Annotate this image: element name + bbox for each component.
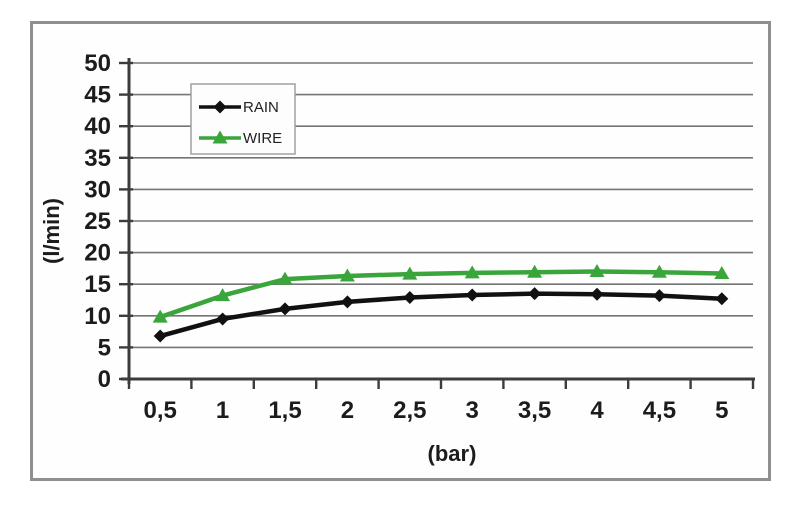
diamond-marker [715, 292, 729, 306]
diamond-marker [340, 295, 354, 309]
x-tick-label: 4 [590, 397, 604, 424]
x-tick-label: 1,5 [268, 397, 301, 424]
triangle-marker [714, 265, 730, 279]
y-tick-label: 50 [84, 50, 111, 77]
triangle-marker [589, 264, 605, 278]
triangle-marker [212, 130, 228, 144]
diamond-marker [652, 289, 666, 303]
triangle-marker [527, 264, 543, 278]
y-tick-label: 15 [84, 271, 111, 298]
y-tick-label: 40 [84, 113, 111, 140]
triangle-marker [152, 309, 168, 323]
x-axis-title: (bar) [428, 441, 477, 466]
series-wire [152, 264, 730, 323]
legend-label-wire: WIRE [243, 130, 282, 147]
x-tick-label: 1 [216, 397, 229, 424]
x-tick-label: 3 [466, 397, 479, 424]
x-tick-label: 4,5 [643, 397, 676, 424]
triangle-marker [339, 268, 355, 282]
y-tick-label: 25 [84, 208, 111, 235]
series-rain [153, 287, 729, 343]
triangle-marker [651, 264, 667, 278]
legend-sample-rain [199, 100, 241, 114]
chart-frame: 0 5 10 15 20 25 30 35 40 45 50 0,5 1 1,5 2 2,5 3 3,5 4 4,5 5… [30, 21, 771, 481]
chart-plot: 0 5 10 15 20 25 30 35 40 45 50 0,5 1 1,5 2 2,5 3 3,5 4 4,5 5… [39, 50, 755, 466]
diamond-marker [153, 329, 167, 343]
legend-sample-wire [199, 130, 241, 144]
diamond-marker [278, 302, 292, 316]
diamond-marker [590, 287, 604, 301]
series-layer [152, 264, 730, 343]
y-tick-label: 0 [98, 366, 111, 393]
y-tick-label: 45 [84, 82, 111, 109]
y-tick-label: 5 [98, 334, 111, 361]
triangle-marker [464, 265, 480, 279]
y-tick-label: 10 [84, 303, 111, 330]
y-axis-title: (l/min) [39, 198, 64, 264]
diamond-marker [528, 287, 542, 301]
triangle-marker [215, 288, 231, 302]
series-line-wire [157, 269, 725, 320]
axis-layer [119, 58, 755, 389]
diamond-marker [216, 312, 230, 326]
diamond-marker [465, 288, 479, 302]
x-tick-label: 3,5 [518, 397, 551, 424]
series-line-rain [157, 291, 725, 339]
x-tick-label: 5 [715, 397, 728, 424]
y-tick-label: 35 [84, 145, 111, 172]
triangle-marker [402, 266, 418, 280]
x-tick-label: 2,5 [393, 397, 426, 424]
diamond-marker [403, 290, 417, 304]
legend-label-rain: RAIN [243, 99, 279, 116]
tick-label-layer: 0 5 10 15 20 25 30 35 40 45 50 0,5 1 1,5 2 2,5 3 3,5 4 4,5 5 [84, 50, 728, 424]
x-tick-label: 0,5 [144, 397, 177, 424]
diamond-marker [213, 100, 227, 114]
y-tick-label: 20 [84, 240, 111, 267]
x-tick-label: 2 [341, 397, 354, 424]
triangle-marker [277, 271, 293, 285]
legend-box [190, 83, 296, 155]
y-tick-label: 30 [84, 176, 111, 203]
legend: RAIN WIRE [190, 83, 296, 155]
